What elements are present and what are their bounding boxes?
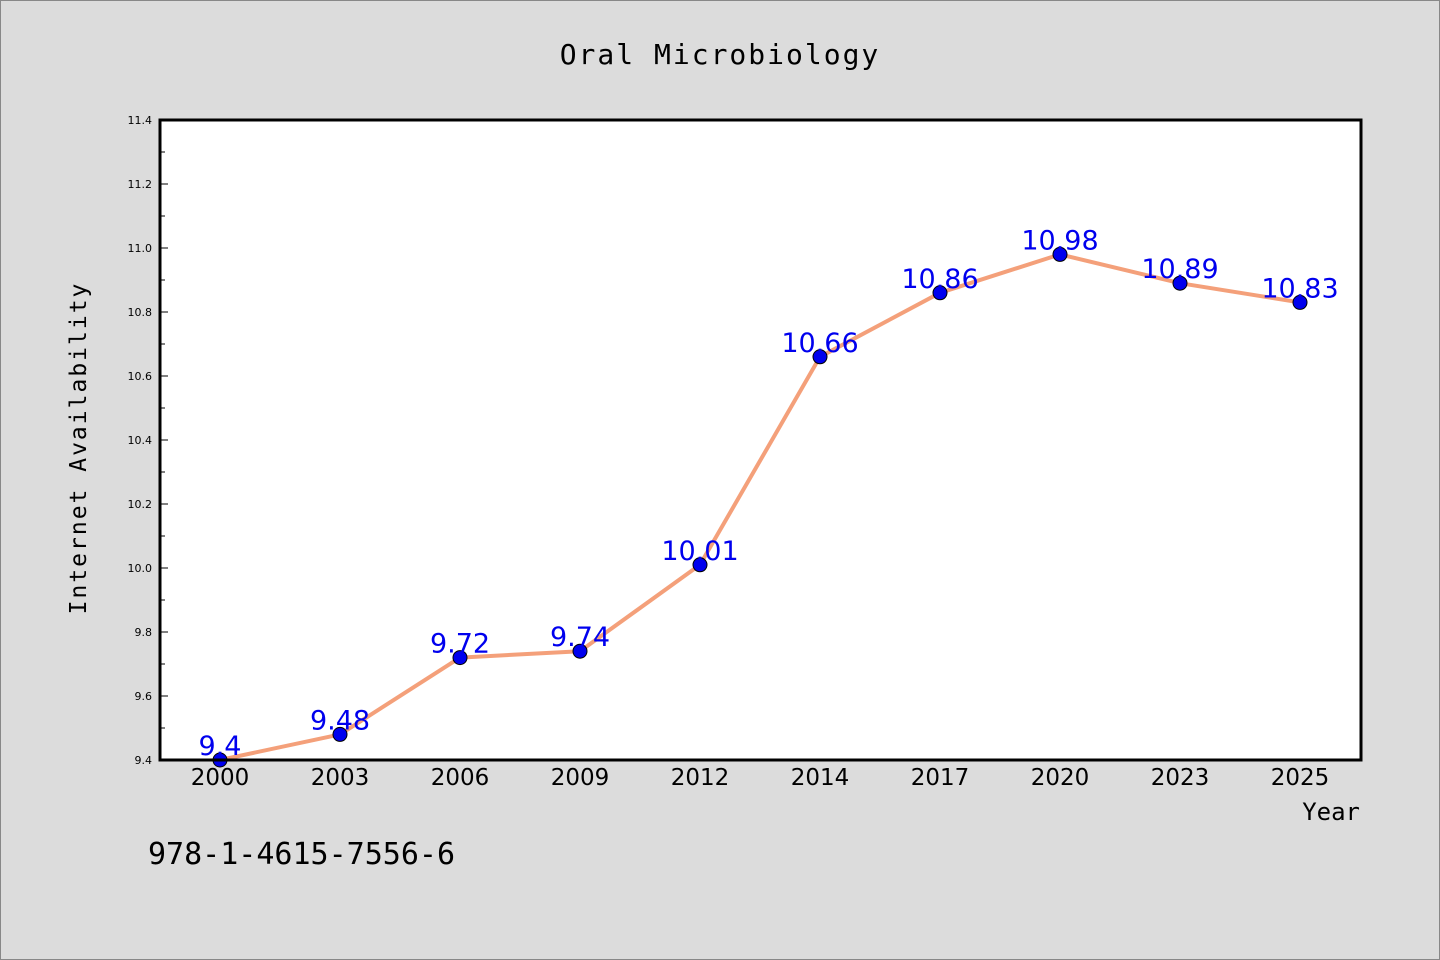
data-label: 9.4 [199,731,242,762]
data-label: 10.83 [1261,273,1338,304]
y-tick-label: 11.0 [128,242,153,255]
data-point [1172,275,1188,291]
data-point [1292,294,1308,310]
data-label: 10.89 [1141,254,1218,285]
plot-area [160,120,1361,760]
y-tick-label: 11.4 [128,114,153,127]
y-tick-label: 11.2 [128,178,153,191]
x-tick-label: 2006 [431,765,490,791]
isbn-footer: 978-1-4615-7556-6 [148,837,455,872]
data-point [332,726,348,742]
x-axis: 2000 2003 2006 2009 2012 2014 2017 2020 2023 2025 [191,765,1330,791]
x-tick-label: 2012 [671,765,730,791]
data-point [572,643,588,659]
data-point [812,349,828,365]
y-tick-label: 9.4 [135,754,153,767]
data-label: 9.72 [430,629,490,660]
data-label: 9.48 [310,705,370,736]
y-tick-label: 10.2 [128,498,153,511]
x-tick-label: 2003 [311,765,370,791]
x-tick-label: 2000 [191,765,250,791]
x-tick-label: 2020 [1031,765,1090,791]
data-label: 9.74 [550,622,610,653]
y-tick-label: 10.0 [128,562,153,575]
data-label: 10.66 [781,328,858,359]
data-point [932,285,948,301]
x-tick-label: 2009 [551,765,610,791]
y-tick-label: 10.8 [128,306,153,319]
x-tick-label: 2017 [911,765,970,791]
data-label: 10.86 [901,264,978,295]
y-tick-label: 9.6 [135,690,153,703]
y-axis-label: Internet Availability [66,282,92,615]
data-point [1052,246,1068,262]
data-point [692,557,708,573]
data-label: 10.01 [661,536,738,567]
data-label: 10.98 [1021,225,1098,256]
y-tick-label: 10.4 [128,434,153,447]
y-tick-label: 10.6 [128,370,153,383]
series-line [219,252,1301,762]
chart-title: Oral Microbiology [560,38,881,71]
x-tick-label: 2014 [791,765,850,791]
plot-frame [158,118,1363,762]
x-axis-label: Year [1302,798,1360,826]
x-tick-label: 2023 [1151,765,1210,791]
x-tick-label: 2025 [1271,765,1330,791]
y-tick-label: 9.8 [135,626,153,639]
data-point [452,650,468,666]
series-layer: 9.4 9.48 9.72 9.74 10.01 10.66 10.86 10.98 10.89… [199,225,1339,768]
